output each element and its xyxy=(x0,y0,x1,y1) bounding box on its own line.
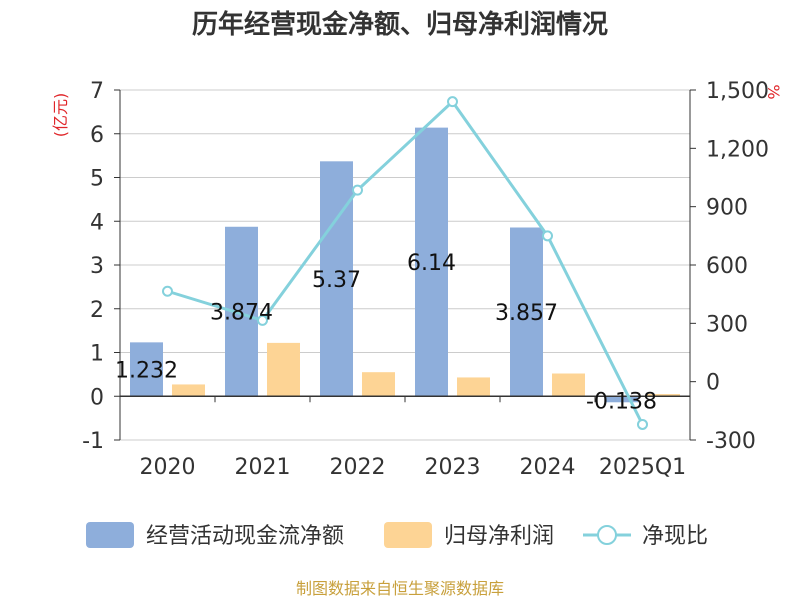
cashflow-data-label: 5.37 xyxy=(312,268,361,293)
cashflow-data-label: -0.138 xyxy=(586,389,657,414)
legend-label-ratio: 净现比 xyxy=(642,524,708,549)
right-tick-label: 1,500 xyxy=(706,79,769,104)
left-tick-label: 2 xyxy=(90,298,104,323)
legend-label-net-profit: 归母净利润 xyxy=(444,524,554,549)
bars xyxy=(130,127,680,403)
left-tick-label: 4 xyxy=(90,210,104,235)
x-tick-label: 2023 xyxy=(425,455,481,480)
legend-swatch-cashflow xyxy=(86,522,134,548)
left-tick-label: 5 xyxy=(90,167,104,192)
net-profit-bar xyxy=(362,372,395,397)
net-profit-bar xyxy=(457,377,490,397)
ratio-line-path xyxy=(167,99,644,426)
left-axis-unit: (亿元) xyxy=(51,93,70,138)
left-tick-label: -1 xyxy=(82,429,104,454)
legend-swatch-marker xyxy=(597,525,617,545)
cashflow-bar xyxy=(510,227,543,397)
ratio-point xyxy=(352,184,363,196)
x-tick-label: 2022 xyxy=(330,455,386,480)
cashflow-bar xyxy=(320,161,353,397)
left-tick-label: 7 xyxy=(90,79,104,104)
x-tick-label: 2020 xyxy=(140,455,196,480)
ratio-line xyxy=(162,96,648,430)
right-tick-label: -300 xyxy=(706,429,756,454)
right-tick-label: 600 xyxy=(706,254,748,279)
net-profit-bar xyxy=(172,384,205,397)
left-tick-label: 6 xyxy=(90,123,104,148)
left-tick-label: 0 xyxy=(90,385,104,410)
legend: 经营活动现金流净额 归母净利润 净现比 xyxy=(86,522,708,549)
right-tick-label: 300 xyxy=(706,312,748,337)
x-tick-label: 2021 xyxy=(235,455,291,480)
x-tick-label: 2024 xyxy=(520,455,576,480)
right-tick-label: 1,200 xyxy=(706,137,769,162)
x-tick-label: 2025Q1 xyxy=(599,455,686,480)
axes: -1 0 1 2 3 4 5 6 7 -300 0 300 600 900 1,200 1,500 2020 20… xyxy=(82,79,769,480)
cashflow-data-label: 1.232 xyxy=(115,358,178,383)
legend-label-cashflow: 经营活动现金流净额 xyxy=(146,524,344,549)
data-labels: 1.232 3.874 5.37 6.14 3.857 -0.138 xyxy=(115,251,657,414)
cashflow-bar xyxy=(130,342,163,397)
ratio-point xyxy=(447,96,458,108)
left-tick-label: 1 xyxy=(90,342,104,367)
source-note: 制图数据来自恒生聚源数据库 xyxy=(296,579,504,598)
right-axis-unit: % xyxy=(764,84,783,99)
ratio-point xyxy=(637,418,648,430)
net-profit-bar xyxy=(267,342,300,397)
ratio-point xyxy=(257,314,268,326)
cashflow-bar xyxy=(605,396,638,403)
left-tick-label: 3 xyxy=(90,254,104,279)
chart-title: 历年经营现金净额、归母净利润情况 xyxy=(192,9,608,40)
right-tick-label: 900 xyxy=(706,196,748,221)
cashflow-data-label: 3.857 xyxy=(495,301,558,326)
cashflow-data-label: 6.14 xyxy=(407,251,456,276)
ratio-point xyxy=(162,285,173,297)
net-profit-bar xyxy=(552,373,585,397)
cashflow-bar xyxy=(415,127,448,397)
legend-swatch-net-profit xyxy=(384,522,432,548)
cashflow-data-label: 3.874 xyxy=(210,301,273,326)
gridlines xyxy=(120,89,690,441)
ratio-point xyxy=(542,230,553,242)
right-tick-label: 0 xyxy=(706,371,720,396)
net-profit-bar xyxy=(647,394,680,397)
